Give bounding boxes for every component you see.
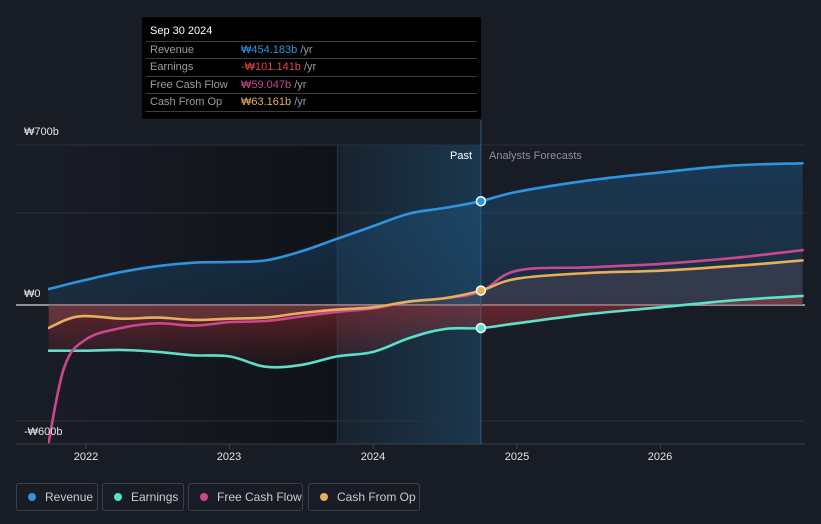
- tooltip-value: ₩59.047b /yr: [241, 79, 307, 91]
- legend-label: Earnings: [131, 490, 179, 504]
- x-tick-label-2023: 2023: [216, 451, 242, 463]
- earnings-dot-icon: [114, 493, 122, 501]
- legend-free-cash-flow[interactable]: Free Cash Flow: [188, 483, 303, 511]
- tooltip-row-fcf: Free Cash Flow ₩59.047b /yr: [146, 76, 477, 94]
- legend-cash-from-op[interactable]: Cash From Op: [308, 483, 420, 511]
- tooltip-label: Revenue: [150, 44, 195, 56]
- x-tick-label-2025: 2025: [504, 451, 530, 463]
- free-cash-flow-line: [48, 248, 804, 444]
- revenue-marker: [475, 195, 487, 207]
- tooltip-row-revenue: Revenue ₩454.183b /yr: [146, 41, 477, 59]
- y-tick-label-zero: ₩0: [24, 288, 41, 300]
- x-tick-label-2026: 2026: [647, 451, 673, 463]
- revenue-area: [48, 163, 803, 305]
- legend-revenue[interactable]: Revenue: [16, 483, 98, 511]
- revenue-line: [48, 162, 804, 291]
- x-tick-label-2024: 2024: [360, 451, 386, 463]
- y-tick-label-top: ₩700b: [24, 126, 59, 138]
- earnings-area: [48, 295, 803, 368]
- cash-from-op-marker: [475, 285, 487, 296]
- past-label: Past: [450, 150, 473, 162]
- earnings-line: [48, 294, 804, 369]
- legend-label: Free Cash Flow: [217, 490, 302, 504]
- x-tick-label-2022: 2022: [73, 451, 99, 463]
- cash-from-op-area: [48, 260, 803, 328]
- tooltip-row-earnings: Earnings -₩101.141b /yr: [146, 58, 477, 76]
- earnings-marker: [475, 322, 487, 334]
- tooltip-label: Free Cash Flow: [150, 79, 228, 91]
- tooltip-label: Cash From Op: [150, 96, 223, 108]
- tooltip-label: Earnings: [150, 61, 194, 73]
- tooltip-row-cfo: Cash From Op ₩63.161b /yr: [146, 93, 477, 111]
- legend-label: Cash From Op: [337, 490, 416, 504]
- cash-from-op-line: [48, 259, 804, 330]
- tooltip-date: Sep 30 2024: [150, 25, 213, 37]
- tooltip-value: ₩63.161b /yr: [241, 96, 307, 108]
- tooltip-value: ₩454.183b /yr: [241, 44, 313, 56]
- free-cash-flow-dot-icon: [200, 493, 208, 501]
- tooltip: Sep 30 2024 Revenue ₩454.183b /yr Earnin…: [142, 17, 481, 119]
- y-tick-label-bottom: -₩600b: [24, 426, 63, 438]
- forecast-label: Analysts Forecasts: [489, 150, 582, 162]
- revenue-dot-icon: [28, 493, 36, 501]
- tooltip-divider: [146, 111, 477, 112]
- tooltip-value: -₩101.141b /yr: [241, 61, 317, 73]
- cash-from-op-dot-icon: [320, 493, 328, 501]
- legend-earnings[interactable]: Earnings: [102, 483, 184, 511]
- legend-label: Revenue: [45, 490, 94, 504]
